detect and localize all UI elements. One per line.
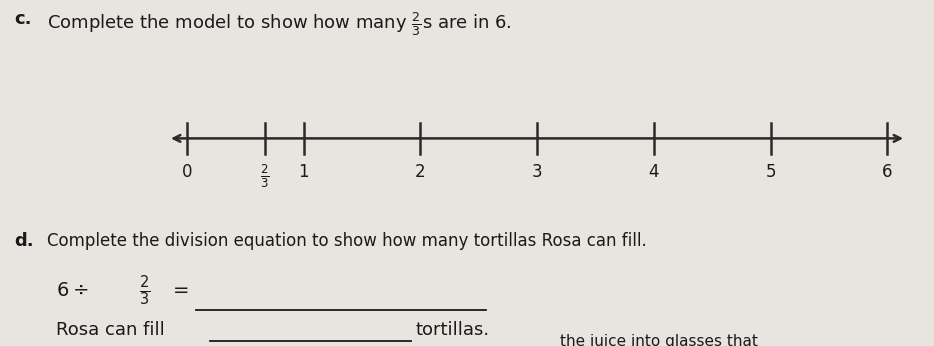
Text: $6 \div$: $6 \div$: [56, 281, 89, 300]
Text: =: =: [173, 281, 190, 300]
Text: Complete the model to show how many $\frac{2}{3}$s are in 6.: Complete the model to show how many $\fr…: [47, 10, 512, 38]
Text: 5: 5: [765, 163, 776, 181]
Text: 6: 6: [882, 163, 893, 181]
Text: tortillas.: tortillas.: [416, 321, 489, 339]
Text: $\frac{2}{3}$: $\frac{2}{3}$: [139, 273, 150, 308]
Text: 3: 3: [531, 163, 543, 181]
Text: 0: 0: [181, 163, 192, 181]
Text: 4: 4: [648, 163, 659, 181]
Text: 2: 2: [415, 163, 426, 181]
Text: $\frac{2}{3}$: $\frac{2}{3}$: [260, 163, 269, 190]
Text: Rosa can fill: Rosa can fill: [56, 321, 164, 339]
Text: d.: d.: [14, 232, 34, 250]
Text: c.: c.: [14, 10, 32, 28]
Text: the juice into glasses that: the juice into glasses that: [560, 335, 758, 346]
Text: Complete the division equation to show how many tortillas Rosa can fill.: Complete the division equation to show h…: [47, 232, 646, 250]
Text: 1: 1: [298, 163, 309, 181]
